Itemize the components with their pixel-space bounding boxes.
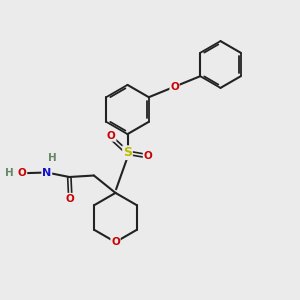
Text: O: O <box>66 194 75 204</box>
Text: O: O <box>107 131 116 141</box>
Text: O: O <box>18 168 27 178</box>
Text: H: H <box>5 168 14 178</box>
Text: S: S <box>123 146 132 159</box>
Text: N: N <box>42 167 51 178</box>
Text: H: H <box>48 153 57 163</box>
Text: O: O <box>111 237 120 247</box>
Text: O: O <box>170 82 179 92</box>
Text: O: O <box>143 151 152 161</box>
